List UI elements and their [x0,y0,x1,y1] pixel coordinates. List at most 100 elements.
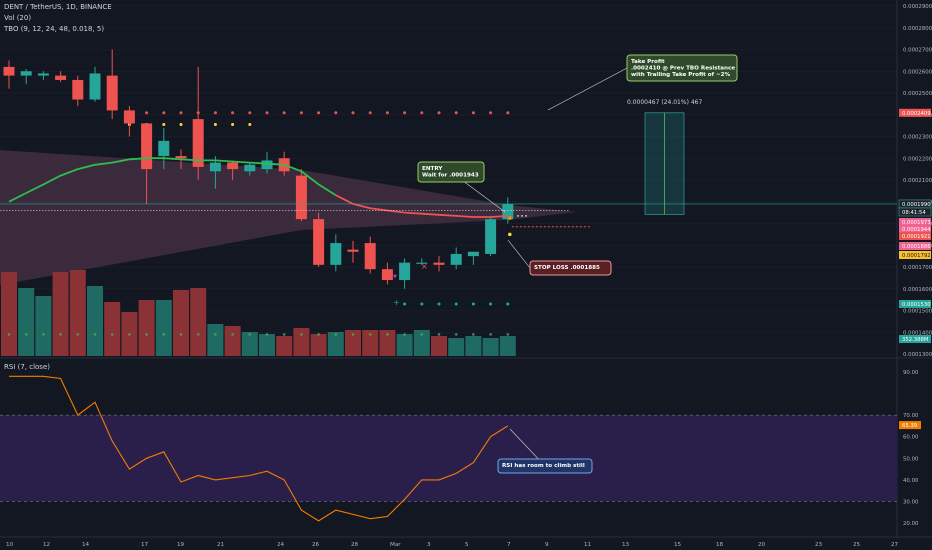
volume-bar [18,288,35,356]
candle-body [467,251,479,257]
candle-body [123,110,135,124]
tbo-dot [162,123,166,127]
volume-bar [345,330,361,356]
rsi-band-fill [0,415,897,502]
candle[interactable] [364,236,376,274]
stop-loss-callout-text: STOP LOSS .0001885 [534,265,600,271]
candle[interactable] [89,66,101,102]
candle[interactable] [330,234,342,272]
tbo-base-dot [214,333,217,336]
resistance-dot [265,111,269,115]
time-tick: 10 [6,542,14,548]
support-dot [454,302,458,306]
axes: 0.0002900 0.0002800 0.0002700 0.0002600 0.00… [6,4,932,548]
price-tick: 0.0002200 [903,156,932,162]
price-badge-text: 0.0001792 [902,253,931,259]
volume-bar [465,336,482,356]
price-tick: 0.0001300 [903,352,932,358]
price-badge [899,299,931,308]
price-badge-text: 0.0001990 [902,202,931,208]
candle[interactable] [467,251,479,265]
price-tick: 0.0001400 [903,330,932,336]
candle[interactable] [227,160,239,180]
candle-body [399,262,411,281]
candle[interactable] [313,212,325,267]
candle-body [244,164,256,172]
tbo-base-dot [196,333,200,336]
candle[interactable] [192,66,204,180]
candle[interactable] [295,169,307,222]
candle-body [227,162,239,170]
price-tick: 0.0002300 [903,135,932,141]
resistance-dot [403,111,407,115]
marker-dot [508,216,512,220]
candle[interactable] [450,247,462,270]
price-tick: 0.0001700 [903,265,932,271]
candle-body [55,75,67,80]
candle[interactable] [72,75,84,107]
candle[interactable] [416,258,428,265]
time-tick: 26 [312,542,320,548]
candle-body [416,262,428,264]
candle[interactable] [399,258,411,289]
candle[interactable] [20,69,32,85]
rsi-tick: 70.00 [903,413,919,419]
volume-bar [362,330,379,356]
price-badge [899,335,931,343]
entry-marker [521,215,523,217]
cloud-shape [0,150,577,285]
price-tick: 0.0001500 [903,309,932,315]
resistance-dot [213,111,217,115]
candle[interactable] [37,71,49,80]
resistance-dot [179,111,183,115]
candle-body [330,243,342,265]
tbo-dot [213,123,217,127]
candle[interactable] [158,127,170,170]
volume-bar [276,336,293,356]
cross-marker: × [421,262,428,271]
candle[interactable] [244,162,256,176]
rsi-line [9,375,509,522]
price-badge [899,218,931,226]
resistance-dot [248,111,252,115]
rsi-legend: RSI (7, close) [4,363,50,371]
marker-dot [508,232,512,237]
time-tick: 11 [584,542,592,548]
volume-bar [396,334,413,356]
candle[interactable] [123,106,135,137]
price-badge [898,207,932,217]
candle-body [106,75,118,111]
tbo-base-dot [403,333,406,336]
candle-body [72,79,84,100]
time-tick: 13 [622,542,630,548]
resistance-dot [420,111,424,115]
candle[interactable] [485,216,497,257]
candle[interactable] [106,49,118,120]
entry-marker [525,215,527,217]
candle[interactable] [347,240,359,263]
volume-bars [1,270,516,356]
candle[interactable] [141,123,153,204]
price-tick: 0.0002100 [903,178,932,184]
ema-line-down [335,194,508,218]
candle[interactable] [209,156,221,189]
support-dot [471,302,475,306]
candle[interactable] [3,60,15,89]
price-tick: 0.0002700 [903,48,932,54]
price-badge-text: 352.388M [902,337,929,343]
price-tick: 0.0001600 [903,287,932,293]
resistance-dot [162,111,166,115]
candle[interactable] [55,71,67,83]
candle[interactable] [381,262,393,285]
tbo-base-dot [334,333,338,336]
volume-bar [87,286,103,356]
entry-marker [517,215,519,217]
tbo-base-dot [24,333,28,336]
support-dot [403,302,407,306]
candle[interactable] [261,151,273,174]
candle-body [381,269,393,281]
candle[interactable] [433,256,445,272]
price-badge [899,242,931,250]
support-dot [489,302,493,306]
